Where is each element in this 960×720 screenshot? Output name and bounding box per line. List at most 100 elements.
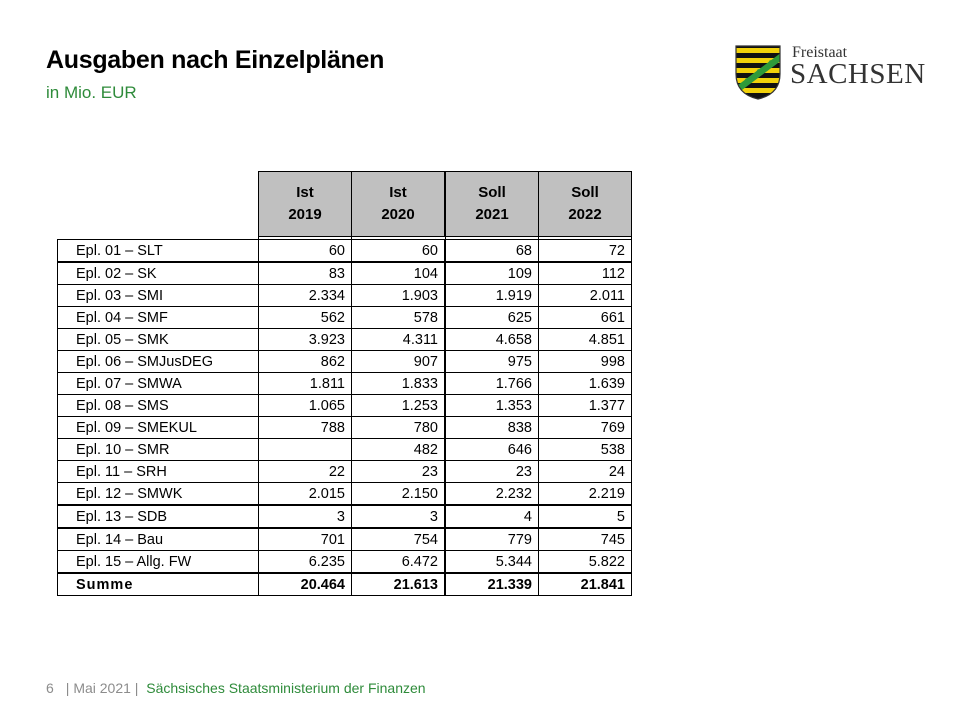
sum-label: Summe (57, 572, 259, 596)
value-cell: 625 (444, 306, 539, 329)
sum-value-cell: 20.464 (258, 572, 352, 596)
row-label: Epl. 15 – Allg. FW (57, 550, 259, 574)
value-cell: 779 (444, 527, 539, 551)
table-body: Epl. 01 – SLT 60 60 68 72 Epl. 02 – SK 83 104 10… (57, 239, 632, 596)
value-cell: 4.851 (538, 328, 632, 351)
row-label: Epl. 10 – SMR (57, 438, 259, 461)
value-cell: 1.903 (351, 284, 446, 307)
sum-value-cell: 21.339 (444, 572, 539, 596)
value-cell: 4.658 (444, 328, 539, 351)
column-header-type: Ist (296, 184, 314, 201)
value-cell: 109 (444, 261, 539, 285)
value-cell: 769 (538, 416, 632, 439)
row-label: Epl. 12 – SMWK (57, 482, 259, 506)
row-label: Epl. 01 – SLT (57, 239, 259, 263)
value-cell: 2.015 (258, 482, 352, 506)
logo-text-freistaat: Freistaat (792, 44, 848, 61)
value-cell: 3 (258, 504, 352, 529)
value-cell: 745 (538, 527, 632, 551)
value-cell: 578 (351, 306, 446, 329)
value-cell: 1.639 (538, 372, 632, 395)
column-header-type: Ist (389, 184, 407, 201)
gap-cell (258, 236, 352, 240)
value-cell: 2.011 (538, 284, 632, 307)
value-cell: 22 (258, 460, 352, 483)
value-cell: 5.344 (444, 550, 539, 574)
value-cell: 975 (444, 350, 539, 373)
column-header-type: Soll (571, 184, 599, 201)
page-title: Ausgaben nach Einzelplänen (46, 46, 385, 74)
row-label: Epl. 09 – SMEKUL (57, 416, 259, 439)
value-cell: 60 (351, 239, 446, 263)
table-row: Epl. 10 – SMR 482 646 538 (57, 438, 632, 461)
value-cell: 788 (258, 416, 352, 439)
logo-text-sachsen: SACHSEN (790, 58, 926, 90)
value-cell: 838 (444, 416, 539, 439)
value-cell: 482 (351, 438, 446, 461)
sum-value-cell: 21.613 (351, 572, 446, 596)
value-cell: 907 (351, 350, 446, 373)
value-cell: 754 (351, 527, 446, 551)
value-cell: 60 (258, 239, 352, 263)
value-cell (258, 438, 352, 461)
value-cell: 68 (444, 239, 539, 263)
header-gap (58, 236, 632, 240)
column-header: Soll 2021 (444, 171, 539, 237)
value-cell: 2.219 (538, 482, 632, 506)
row-label: Epl. 04 – SMF (57, 306, 259, 329)
footer: 6 | Mai 2021 | Sächsisches Staatsminister… (46, 680, 426, 696)
row-label: Epl. 11 – SRH (57, 460, 259, 483)
row-label: Epl. 03 – SMI (57, 284, 259, 307)
column-header-year: 2021 (475, 206, 509, 223)
value-cell: 646 (444, 438, 539, 461)
column-header-year: 2022 (568, 206, 602, 223)
table-row: Epl. 03 – SMI 2.334 1.903 1.919 2.011 (57, 284, 632, 307)
value-cell: 23 (444, 460, 539, 483)
value-cell: 4.311 (351, 328, 446, 351)
page-number: 6 (46, 680, 54, 696)
column-header: Ist 2020 (351, 171, 446, 237)
table-row: Epl. 02 – SK 83 104 109 112 (57, 261, 632, 285)
table-row: Epl. 12 – SMWK 2.015 2.150 2.232 2.219 (57, 482, 632, 506)
value-cell: 1.353 (444, 394, 539, 417)
value-cell: 83 (258, 261, 352, 285)
sum-row: Summe 20.464 21.613 21.339 21.841 (57, 572, 632, 596)
value-cell: 6.472 (351, 550, 446, 574)
value-cell: 72 (538, 239, 632, 263)
expenditure-table: Ist 2019 Ist 2020 Soll 2021 Soll 2022 Epl. 0… (57, 171, 632, 596)
value-cell: 998 (538, 350, 632, 373)
table-row: Epl. 13 – SDB 3 3 4 5 (57, 504, 632, 529)
table-row: Epl. 06 – SMJusDEG 862 907 975 998 (57, 350, 632, 373)
table-row: Epl. 05 – SMK 3.923 4.311 4.658 4.851 (57, 328, 632, 351)
value-cell: 562 (258, 306, 352, 329)
value-cell: 104 (351, 261, 446, 285)
row-label: Epl. 13 – SDB (57, 504, 259, 529)
table-row: Epl. 08 – SMS 1.065 1.253 1.353 1.377 (57, 394, 632, 417)
value-cell: 1.253 (351, 394, 446, 417)
table-row: Epl. 04 – SMF 562 578 625 661 (57, 306, 632, 329)
table-row: Epl. 14 – Bau 701 754 779 745 (57, 527, 632, 551)
value-cell: 2.232 (444, 482, 539, 506)
value-cell: 2.150 (351, 482, 446, 506)
row-label: Epl. 07 – SMWA (57, 372, 259, 395)
value-cell: 701 (258, 527, 352, 551)
value-cell: 2.334 (258, 284, 352, 307)
table-header-row: Ist 2019 Ist 2020 Soll 2021 Soll 2022 (57, 171, 632, 237)
value-cell: 3.923 (258, 328, 352, 351)
header-blank-cell (57, 171, 259, 237)
row-label: Epl. 05 – SMK (57, 328, 259, 351)
column-header: Soll 2022 (538, 171, 632, 237)
column-header-type: Soll (478, 184, 506, 201)
row-label: Epl. 14 – Bau (57, 527, 259, 551)
value-cell: 862 (258, 350, 352, 373)
value-cell: 1.766 (444, 372, 539, 395)
value-cell: 24 (538, 460, 632, 483)
footer-date: | Mai 2021 | (65, 680, 139, 696)
value-cell: 3 (351, 504, 446, 529)
row-label: Epl. 08 – SMS (57, 394, 259, 417)
table-row: Epl. 15 – Allg. FW 6.235 6.472 5.344 5.822 (57, 550, 632, 574)
table-row: Epl. 11 – SRH 22 23 23 24 (57, 460, 632, 483)
table-row: Epl. 09 – SMEKUL 788 780 838 769 (57, 416, 632, 439)
value-cell: 1.919 (444, 284, 539, 307)
page-subtitle: in Mio. EUR (46, 83, 137, 102)
